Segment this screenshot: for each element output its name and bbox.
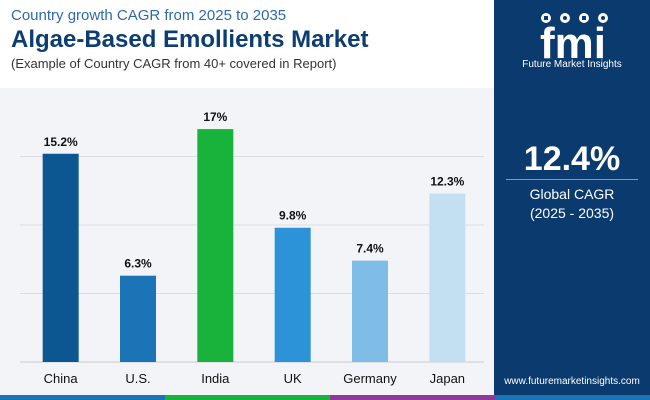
x-tick-label: UK xyxy=(284,371,302,386)
sidebar-panel: fmi Future Market Insights 12.4% Global … xyxy=(494,0,650,400)
bar-china xyxy=(42,153,79,362)
chart-note: (Example of Country CAGR from 40+ covere… xyxy=(11,56,337,71)
bar-india xyxy=(197,129,234,362)
svg-text:fmi: fmi xyxy=(540,19,606,68)
data-label: 15.2% xyxy=(44,135,78,149)
chart-subtitle: Country growth CAGR from 2025 to 2035 xyxy=(11,7,287,24)
brand-caption: Future Market Insights xyxy=(522,59,622,70)
bar-chart: 15.2% China 6.3% U.S. 17% India 9.8% UK 7.4% Germ… xyxy=(20,110,484,386)
bar-germany xyxy=(352,260,388,362)
bar-us xyxy=(120,275,156,362)
data-label: 9.8% xyxy=(279,209,307,223)
chart-title: Algae-Based Emollients Market xyxy=(11,26,369,53)
plot-area: 15.2% China 6.3% U.S. 17% India 9.8% UK 7.4% Germ… xyxy=(0,88,494,395)
divider xyxy=(506,179,638,180)
data-label: 7.4% xyxy=(356,242,384,256)
footer-stripe-purple xyxy=(330,395,495,400)
chart-header: Country growth CAGR from 2025 to 2035 Al… xyxy=(0,0,494,88)
footer-stripe-end xyxy=(495,395,650,400)
fmi-logo-icon: fmi xyxy=(540,13,608,68)
global-cagr-period: (2025 - 2035) xyxy=(529,205,615,221)
x-tick-label: U.S. xyxy=(125,371,150,386)
x-tick-label: India xyxy=(201,371,230,386)
bar-uk xyxy=(274,227,311,362)
global-cagr-label: Global CAGR xyxy=(529,186,615,202)
bar-japan xyxy=(429,193,466,362)
x-tick-label: China xyxy=(44,371,79,386)
data-label: 6.3% xyxy=(124,257,152,271)
footer-stripe-blue xyxy=(0,395,165,400)
footer-stripe-green xyxy=(165,395,330,400)
x-tick-label: Japan xyxy=(430,371,465,386)
x-tick-label: Germany xyxy=(343,371,397,386)
website-link[interactable]: www.futuremarketinsights.com xyxy=(504,376,640,387)
global-cagr-value: 12.4% xyxy=(523,140,621,178)
data-label: 17% xyxy=(203,110,227,124)
data-label: 12.3% xyxy=(430,174,464,188)
